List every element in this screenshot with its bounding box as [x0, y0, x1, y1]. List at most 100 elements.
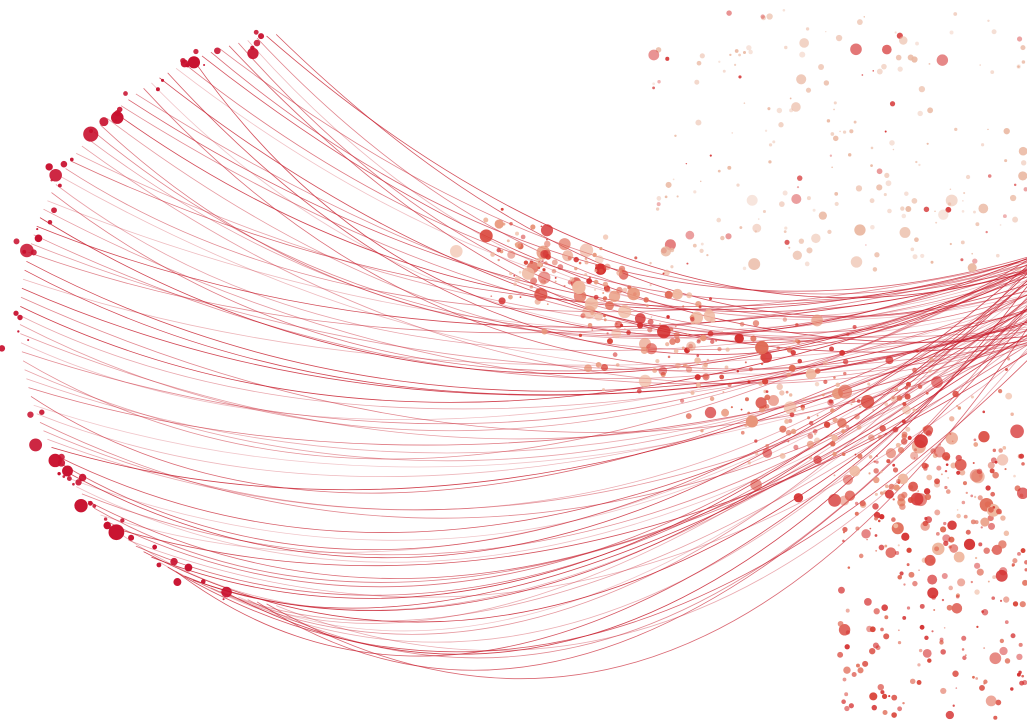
- scatter-dot: [624, 328, 626, 330]
- scatter-dot: [685, 231, 694, 240]
- scatter-dot: [815, 368, 821, 374]
- scatter-dot: [648, 50, 659, 61]
- scatter-dot: [899, 503, 905, 509]
- scatter-dot: [524, 260, 528, 264]
- scatter-dot: [649, 262, 651, 264]
- arc-dot: [156, 87, 160, 91]
- scatter-dot: [719, 375, 724, 380]
- scatter-dot: [748, 461, 751, 464]
- scatter-dot: [675, 363, 681, 369]
- scatter-dot: [837, 652, 843, 658]
- scatter-dot: [752, 224, 761, 233]
- scatter-dot: [765, 444, 769, 448]
- scatter-dot: [790, 412, 795, 417]
- scatter-dot: [811, 315, 823, 327]
- scatter-dot: [899, 571, 903, 575]
- scatter-dot: [796, 74, 806, 84]
- scatter-dot: [710, 340, 714, 344]
- scatter-dot: [603, 296, 607, 300]
- scatter-dot: [972, 676, 975, 679]
- scatter-dot: [857, 399, 861, 403]
- scatter-dot: [503, 223, 506, 226]
- scatter-dot: [971, 581, 973, 583]
- scatter-dot: [777, 384, 783, 390]
- scatter-dot: [855, 454, 857, 456]
- scatter-dot: [844, 692, 848, 696]
- scatter-dot: [745, 397, 749, 401]
- scatter-dot: [783, 317, 787, 321]
- scatter-dot: [1010, 195, 1016, 201]
- scatter-dot: [891, 695, 897, 701]
- scatter-dot: [928, 369, 932, 373]
- scatter-dot: [911, 56, 917, 62]
- scatter-dot: [835, 202, 839, 206]
- scatter-dot: [902, 702, 904, 704]
- scatter-dot: [985, 485, 990, 490]
- scatter-dot: [647, 327, 652, 332]
- scatter-dot: [940, 526, 946, 532]
- scatter-dot: [855, 512, 859, 516]
- scatter-dot: [670, 248, 675, 253]
- scatter-dot: [977, 469, 983, 475]
- scatter-dot: [760, 14, 764, 18]
- scatter-dot: [563, 285, 565, 287]
- scatter-dot: [900, 227, 911, 238]
- scatter-dot: [839, 350, 845, 356]
- scatter-dot: [920, 604, 925, 609]
- scatter-dot: [793, 251, 802, 260]
- scatter-dot: [507, 239, 510, 242]
- scatter-dot: [908, 436, 912, 440]
- scatter-dot: [579, 334, 582, 337]
- arc-dot: [17, 330, 19, 332]
- arc-dot: [22, 250, 26, 254]
- scatter-dot: [886, 448, 896, 458]
- scatter-dot: [919, 649, 922, 652]
- scatter-dot: [982, 609, 988, 615]
- scatter-dot: [613, 352, 618, 357]
- scatter-dot: [925, 494, 931, 500]
- scatter-dot: [950, 243, 952, 245]
- scatter-dot: [906, 538, 908, 540]
- scatter-dot: [830, 155, 832, 157]
- scatter-dot: [1010, 412, 1013, 415]
- scatter-dot: [606, 332, 608, 334]
- scatter-dot: [938, 210, 948, 220]
- scatter-dot: [604, 318, 607, 321]
- scatter-dot: [696, 354, 699, 357]
- scatter-dot: [700, 335, 706, 341]
- arc-dot: [170, 558, 177, 565]
- scatter-dot: [814, 438, 820, 444]
- scatter-dot: [815, 382, 819, 386]
- scatter-dot: [974, 563, 980, 569]
- scatter-dot: [830, 408, 834, 412]
- scatter-dot: [985, 501, 991, 507]
- arc-dot: [17, 315, 22, 320]
- scatter-dot: [975, 222, 979, 226]
- scatter-dot: [686, 263, 688, 265]
- scatter-dot: [898, 641, 901, 644]
- scatter-dot: [998, 540, 1006, 548]
- scatter-dot: [813, 209, 816, 212]
- scatter-dot: [805, 262, 810, 267]
- scatter-dot: [982, 411, 985, 414]
- scatter-dot: [896, 443, 901, 448]
- scatter-dot: [873, 468, 878, 473]
- scatter-dot: [927, 143, 929, 145]
- scatter-dot: [854, 414, 860, 420]
- scatter-dot: [689, 295, 691, 297]
- scatter-dot: [838, 587, 845, 594]
- scatter-dot: [956, 595, 960, 599]
- scatter-dot: [918, 384, 923, 389]
- scatter-dot: [925, 555, 936, 566]
- scatter-dot: [931, 376, 943, 388]
- scatter-dot: [978, 495, 983, 500]
- scatter-dot: [886, 180, 892, 186]
- scatter-dot: [718, 170, 721, 173]
- scatter-dot: [641, 347, 648, 354]
- scatter-dot: [784, 230, 787, 233]
- scatter-dot: [883, 633, 889, 639]
- scatter-dot: [944, 486, 947, 489]
- scatter-dot: [686, 366, 692, 372]
- scatter-dot: [806, 27, 809, 30]
- scatter-dot: [970, 494, 973, 497]
